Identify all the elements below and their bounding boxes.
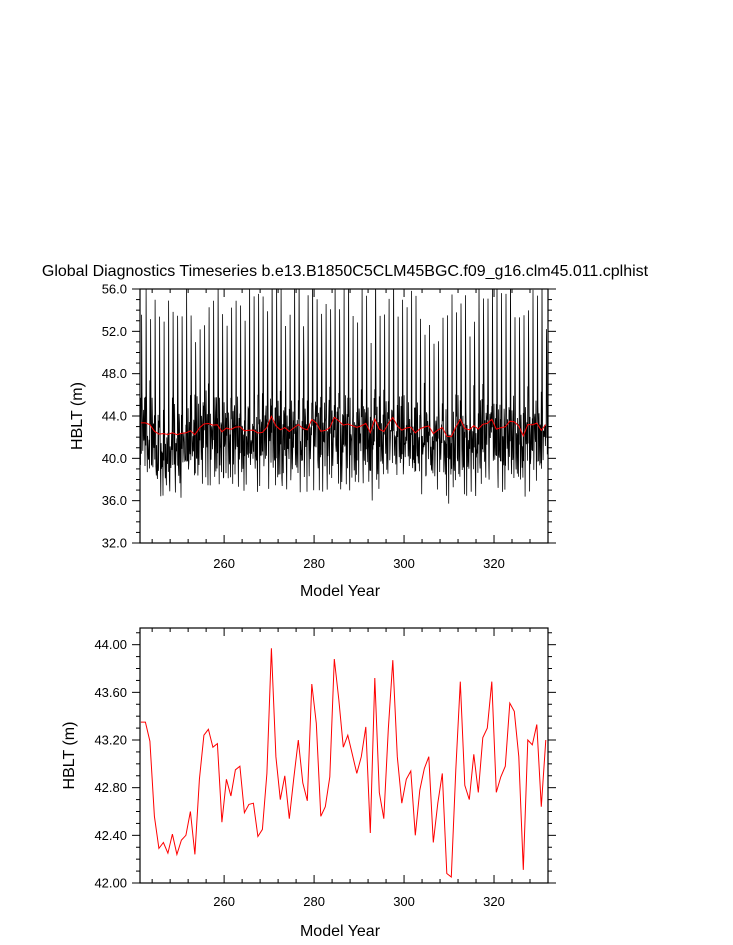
y-tick-label: 40.0	[102, 451, 127, 466]
y-axis-title: HBLT (m)	[69, 382, 86, 450]
x-tick-label: 300	[393, 556, 415, 571]
top-panel: 260 280 300 320 32.0 36.0 40.0 44.0 48.0 52.0 56.0…	[69, 282, 556, 600]
x-tick-label: 320	[483, 894, 505, 909]
series-line-annual-mean	[140, 415, 547, 438]
y-tick-label: 42.00	[94, 876, 127, 891]
x-tick-label: 300	[393, 894, 415, 909]
x-axis-title: Model Year	[300, 583, 381, 600]
x-tick-label: 280	[303, 556, 325, 571]
y-tick-label: 36.0	[102, 493, 127, 508]
series-line-monthly	[140, 289, 548, 504]
plot-frame	[139, 627, 549, 884]
x-axis-title: Model Year	[300, 923, 381, 940]
y-tick-label: 32.0	[102, 536, 127, 551]
series-line-annual-mean	[140, 648, 547, 878]
x-tick-label: 320	[483, 556, 505, 571]
bottom-panel: 260 280 300 320 42.00 42.40 42.80 43.20 43.60 44.…	[61, 627, 556, 940]
y-tick-label: 44.00	[94, 637, 127, 652]
x-tick-label: 260	[213, 894, 235, 909]
y-tick-label: 44.0	[102, 409, 127, 424]
figure-title: Global Diagnostics Timeseries b.e13.B185…	[42, 263, 649, 280]
x-tick-label: 260	[213, 556, 235, 571]
y-tick-label: 43.20	[94, 733, 127, 748]
x-tick-label: 280	[303, 894, 325, 909]
y-tick-label: 42.40	[94, 828, 127, 843]
y-tick-label: 43.60	[94, 685, 127, 700]
y-axis-title: HBLT (m)	[61, 722, 78, 790]
y-tick-label: 56.0	[102, 282, 127, 297]
y-tick-label: 42.80	[94, 780, 127, 795]
y-tick-label: 48.0	[102, 366, 127, 381]
y-tick-label: 52.0	[102, 324, 127, 339]
